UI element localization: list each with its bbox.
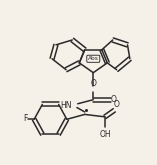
Text: F: F bbox=[23, 114, 27, 123]
Text: O: O bbox=[90, 79, 96, 88]
Text: O: O bbox=[111, 95, 117, 104]
Text: Abs: Abs bbox=[88, 56, 99, 61]
Text: HN: HN bbox=[60, 101, 71, 110]
Text: OH: OH bbox=[100, 130, 111, 139]
Text: O: O bbox=[114, 100, 120, 110]
